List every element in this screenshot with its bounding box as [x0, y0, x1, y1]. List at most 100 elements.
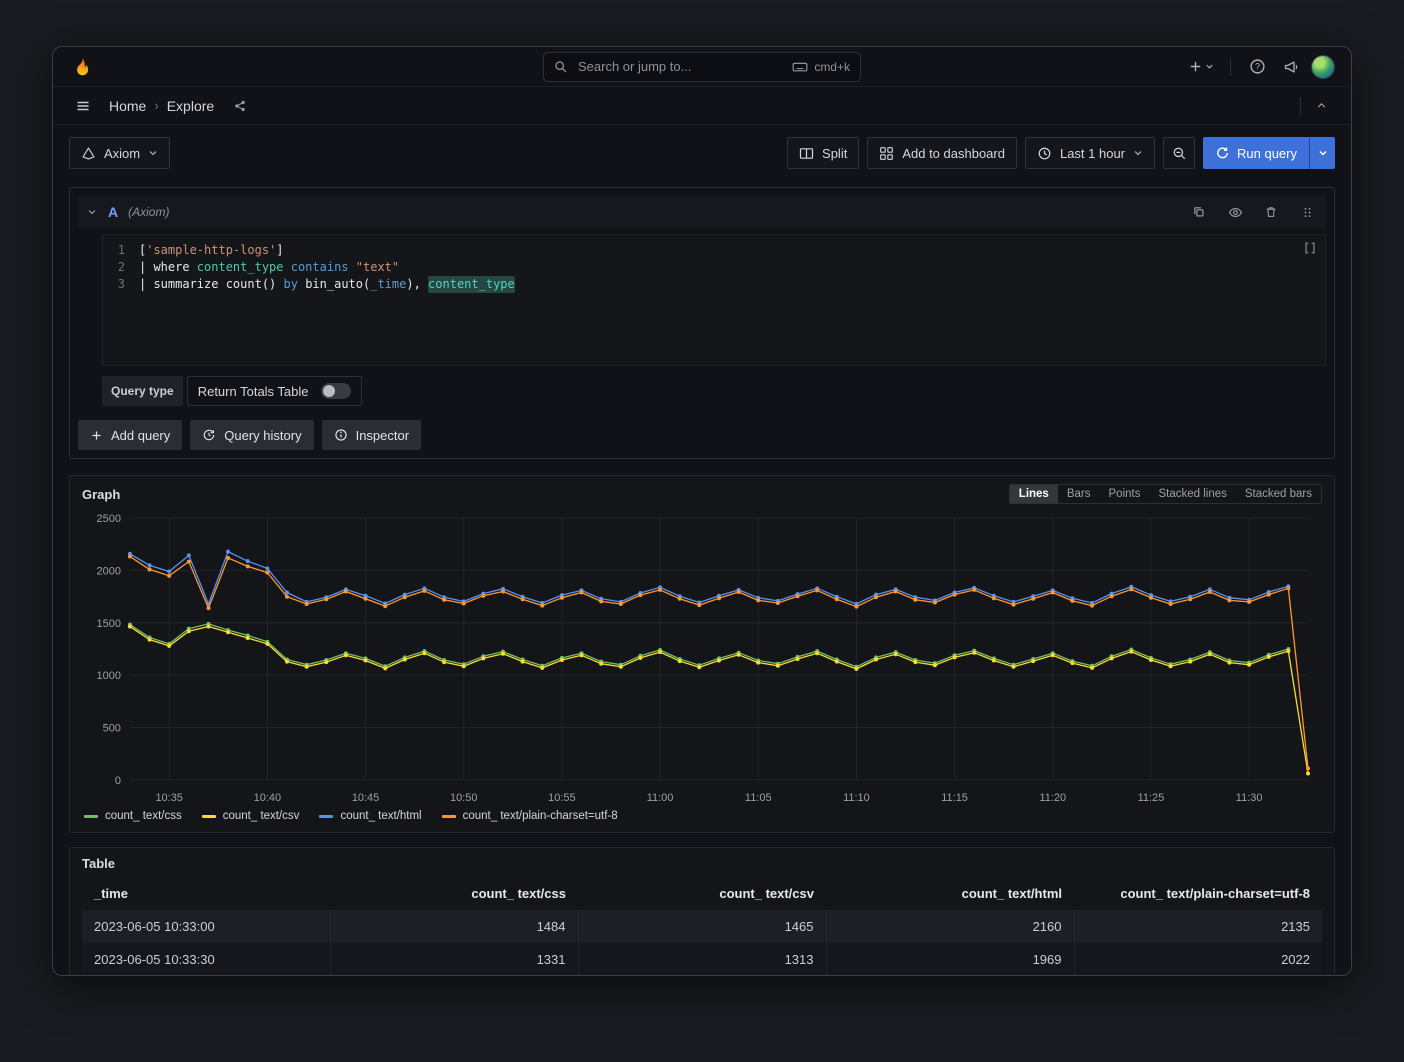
table-cell: 1969 — [825, 943, 1074, 975]
new-menu-button[interactable] — [1184, 53, 1218, 81]
legend-swatch — [84, 814, 98, 818]
add-to-dashboard-button[interactable]: Add to dashboard — [867, 137, 1017, 169]
graph-panel: Graph Lines Bars Points Stacked lines Stacke… — [69, 475, 1335, 833]
search-box[interactable]: cmd+k — [543, 51, 861, 82]
chevron-down-icon — [1133, 148, 1143, 158]
code-token: ] — [276, 243, 284, 257]
run-query-caret-button[interactable] — [1309, 137, 1335, 169]
table-cell: 1331 — [329, 943, 578, 975]
help-button[interactable]: ? — [1243, 53, 1271, 81]
code-token: "text" — [355, 260, 400, 274]
graph-mode-stacked-lines[interactable]: Stacked lines — [1158, 488, 1227, 500]
legend-item[interactable]: count_ text/css — [84, 810, 182, 822]
graph-mode-points[interactable]: Points — [1108, 488, 1141, 500]
table-row: 2023-06-05 10:33:00 1484 1465 2160 2135 — [82, 910, 1322, 943]
breadcrumb-home[interactable]: Home — [109, 97, 147, 114]
breadcrumb-right-divider — [1300, 96, 1301, 115]
line-number: 2 — [117, 260, 125, 274]
code-token: ), — [406, 277, 429, 291]
datasource-label: Axiom — [104, 145, 141, 161]
news-button[interactable] — [1277, 53, 1305, 81]
plus-icon — [90, 429, 103, 442]
menu-toggle-button[interactable] — [69, 92, 97, 120]
collapse-section-button[interactable] — [1307, 92, 1335, 120]
inspector-button[interactable]: Inspector — [321, 420, 422, 450]
table-cell: 2135 — [1073, 910, 1322, 943]
legend-item[interactable]: count_ text/plain-charset=utf-8 — [441, 810, 618, 822]
add-query-button[interactable]: Add query — [78, 420, 183, 450]
legend-label: count_ text/html — [340, 810, 422, 822]
remove-query-button[interactable] — [1260, 201, 1282, 223]
totals-table-toggle[interactable] — [320, 383, 351, 399]
keyboard-icon — [792, 59, 808, 75]
table-panel: Table _time count_ text/css count_ text/cs… — [69, 847, 1335, 975]
code-token — [284, 259, 291, 276]
code-token: contains — [290, 260, 349, 274]
results-table: _time count_ text/css count_ text/csv count… — [82, 877, 1322, 975]
code-token — [349, 259, 356, 276]
code-token: _time — [370, 277, 407, 291]
graph-mode-bars[interactable]: Bars — [1066, 488, 1091, 500]
run-query-button[interactable]: Run query — [1203, 137, 1309, 169]
code-line[interactable]: 3 | summarize count() by bin_auto(_time),… — [103, 276, 1325, 293]
query-ref-id[interactable]: A — [108, 204, 119, 220]
chevron-down-icon — [1205, 62, 1214, 71]
search-input[interactable] — [576, 58, 785, 75]
chevron-down-icon — [148, 148, 158, 158]
graph-chart[interactable]: 0 500 1000 1500 2000 2500 10:35 10:40 10:45 10:50… — [82, 508, 1322, 808]
drag-handle-icon[interactable] — [1296, 201, 1318, 223]
avatar[interactable] — [1311, 54, 1335, 79]
search-shortcut: cmd+k — [792, 59, 850, 75]
zoom-out-button[interactable] — [1163, 137, 1196, 169]
line-number: 1 — [117, 243, 125, 257]
query-section: A (Axiom) 1 ['sample-http-logs'] 2 | where … — [69, 187, 1335, 459]
graph-mode-stacked-bars[interactable]: Stacked bars — [1244, 488, 1312, 500]
hamburger-icon — [75, 98, 91, 114]
table-header-cell: count_ text/css — [471, 886, 566, 901]
graph-mode-group: Lines Bars Points Stacked lines Stacked bars — [1008, 484, 1322, 504]
table-header-row: _time count_ text/css count_ text/csv count… — [82, 877, 1322, 910]
table-body: 2023-06-05 10:33:00 1484 1465 2160 2135 2023-… — [82, 910, 1322, 975]
duplicate-query-button[interactable] — [1188, 201, 1210, 223]
table-header-cell: count_ text/csv — [719, 886, 814, 901]
query-editor[interactable]: 1 ['sample-http-logs'] 2 | where content_ty… — [102, 234, 1326, 366]
plus-icon — [1188, 59, 1203, 74]
legend-label: count_ text/css — [105, 810, 182, 822]
svg-text:0: 0 — [115, 775, 121, 787]
nav-divider — [1230, 57, 1231, 76]
query-history-button[interactable]: Query history — [190, 420, 314, 450]
query-datasource-hint: (Axiom) — [128, 205, 170, 219]
legend-item[interactable]: count_ text/csv — [201, 810, 300, 822]
collapse-query-button[interactable] — [86, 206, 98, 218]
history-icon — [202, 428, 216, 442]
svg-text:11:20: 11:20 — [1039, 792, 1066, 804]
code-token: content_type — [196, 260, 284, 274]
code-lines: 1 ['sample-http-logs'] 2 | where content_ty… — [103, 242, 1325, 293]
table-header-cell: count_ text/html — [961, 886, 1062, 901]
code-token: | where — [139, 260, 197, 274]
svg-text:11:30: 11:30 — [1236, 792, 1263, 804]
code-line[interactable]: 1 ['sample-http-logs'] — [103, 242, 1325, 259]
time-range-picker[interactable]: Last 1 hour — [1024, 137, 1156, 169]
disable-query-button[interactable] — [1224, 201, 1246, 223]
legend-item[interactable]: count_ text/html — [319, 810, 422, 822]
datasource-picker[interactable]: Axiom — [69, 137, 171, 169]
share-button[interactable] — [226, 92, 254, 120]
svg-text:?: ? — [1254, 62, 1259, 72]
code-line[interactable]: 2 | where content_type contains "text" — [103, 259, 1325, 276]
breadcrumb-explore[interactable]: Explore — [166, 97, 215, 114]
chevron-up-icon — [1315, 99, 1328, 112]
legend-label: count_ text/csv — [222, 810, 300, 822]
editor-language-icon — [1303, 241, 1317, 260]
axiom-logo-icon — [81, 146, 96, 161]
breadcrumb-separator: › — [154, 98, 159, 113]
graph-panel-title: Graph — [82, 486, 121, 502]
grafana-logo-icon[interactable] — [69, 55, 93, 79]
share-icon — [233, 99, 247, 113]
totals-table-control: Return Totals Table — [186, 376, 362, 406]
graph-mode-lines[interactable]: Lines — [1009, 485, 1058, 503]
help-icon: ? — [1249, 58, 1266, 75]
split-button[interactable]: Split — [787, 137, 860, 169]
svg-text:1000: 1000 — [97, 670, 121, 682]
table-row: 2023-06-05 10:33:30 1331 1313 1969 2022 — [82, 943, 1322, 975]
